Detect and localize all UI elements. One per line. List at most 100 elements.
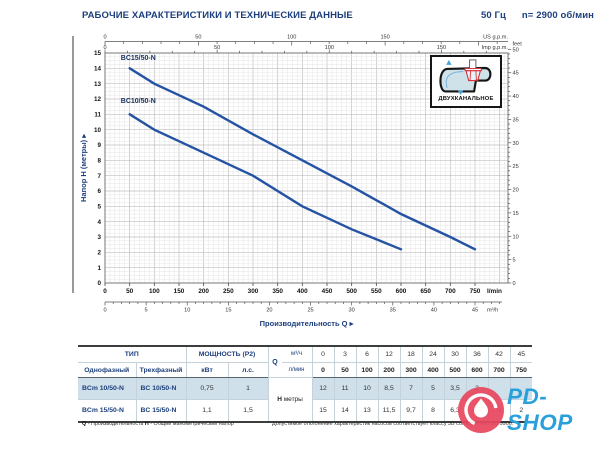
m3h-tick-label: 40 — [431, 308, 437, 314]
y-axis-tick-label: 13 — [94, 81, 102, 88]
h-unit: метры — [283, 396, 303, 403]
x-axis-title: Производительность Q ▸ — [260, 319, 355, 328]
type-header: ТИП — [78, 345, 187, 363]
single-phase-header: Однофазный — [78, 362, 137, 378]
q-lmin-value: 100 — [355, 362, 379, 378]
m3h-tick-label: 20 — [266, 308, 272, 314]
curve-label: BC15/50-N — [121, 55, 156, 62]
kw-header: кВт — [185, 362, 229, 378]
y-axis-title: Напор H (метры) ▸ — [79, 133, 88, 202]
m3h-tick-label: 0 — [103, 308, 106, 314]
model-three: BC 10/50-N — [135, 377, 187, 400]
head-value: 9,7 — [399, 399, 423, 423]
imp-gpm-unit-label: Imp g.p.m. — [482, 45, 509, 51]
q-m3h-value: 36 — [465, 345, 489, 363]
us-gpm-tick-label: 0 — [103, 35, 106, 41]
head-value — [509, 377, 533, 400]
lmin-tick-label: 450 — [322, 288, 333, 295]
impeller-vanes — [469, 70, 477, 81]
footnote-tolerance: Допустимое отклонение характеристик насо… — [272, 421, 514, 427]
head-value: 2 — [509, 399, 533, 423]
q-m3h-value: 6 — [355, 345, 379, 363]
lmin-tick-label: 500 — [346, 288, 357, 295]
m3h-tick-label: 5 — [145, 308, 148, 314]
speed-label: n= 2900 об/мин — [521, 10, 594, 21]
page-header: РАБОЧИЕ ХАРАКТЕРИСТИКИ И ТЕХНИЧЕСКИЕ ДАН… — [82, 10, 594, 21]
feet-tick-label: 50 — [513, 47, 519, 53]
head-value: 11,5 — [377, 399, 401, 423]
shop-watermark: PD-SHOP — [458, 384, 600, 436]
y-axis-tick-label: 10 — [94, 127, 102, 134]
q-lmin-value: 300 — [399, 362, 423, 378]
frequency-label: 50 Гц — [480, 10, 506, 21]
head-value: 3,5 — [443, 377, 467, 400]
watermark-drop-icon — [458, 387, 504, 433]
imp-gpm-tick-label: 0 — [103, 45, 106, 51]
y-axis-tick-label: 7 — [97, 173, 101, 180]
feet-tick-label: 5 — [513, 258, 516, 264]
three-phase-header: Трехфазный — [135, 362, 187, 378]
lmin-tick-label: 250 — [223, 288, 234, 295]
q-header-cell: Q м³/ч л/мин — [267, 345, 313, 378]
lmin-tick-label: 200 — [198, 288, 209, 295]
inlet-arrow-icon — [457, 90, 464, 95]
pump-type-inset: ДВУХКАНАЛЬНОЕ — [430, 55, 502, 108]
feet-unit-label: feet — [513, 41, 523, 47]
m3h-tick-label: 45 — [472, 308, 478, 314]
power-kw: 0,75 — [185, 377, 229, 400]
watermark-logo-icon — [458, 387, 504, 433]
y-axis-tick-label: 0 — [97, 280, 101, 287]
curve-BC10/50-N — [128, 113, 403, 251]
m3h-tick-label: 30 — [349, 308, 355, 314]
feet-tick-label: 10 — [513, 234, 519, 240]
feet-tick-label: 40 — [513, 94, 519, 100]
feet-tick-label: 20 — [513, 188, 519, 194]
lmin-unit-label: l/min — [487, 288, 502, 295]
curve-label: BC10/50-N — [121, 98, 156, 105]
y-axis-tick-label: 5 — [97, 204, 101, 211]
flow-path-line — [445, 71, 464, 88]
head-value: 10 — [355, 377, 379, 400]
q-lmin-value: 750 — [509, 362, 533, 378]
q-m3h-value: 45 — [509, 345, 533, 363]
imp-gpm-tick-label: 50 — [214, 45, 220, 51]
q-lmin-value: 400 — [421, 362, 445, 378]
us-gpm-tick-label: 100 — [287, 35, 296, 41]
q-lmin-value: 700 — [487, 362, 511, 378]
y-axis-tick-label: 6 — [97, 188, 101, 195]
lmin-tick-label: 750 — [470, 288, 481, 295]
feet-tick-label: 45 — [513, 71, 519, 77]
q-m3h-value: 24 — [421, 345, 445, 363]
lmin-tick-label: 300 — [248, 288, 259, 295]
lmin-tick-label: 100 — [149, 288, 160, 295]
page-title: РАБОЧИЕ ХАРАКТЕРИСТИКИ И ТЕХНИЧЕСКИЕ ДАН… — [82, 10, 353, 21]
q-m3h-value: 12 — [377, 345, 401, 363]
m3h-tick-label: 25 — [307, 308, 313, 314]
imp-gpm-tick-label: 150 — [437, 45, 446, 51]
watermark-text: PD-SHOP — [507, 384, 573, 435]
y-axis-tick-label: 2 — [97, 250, 101, 257]
power-hp: 1,5 — [227, 399, 269, 423]
y-axis-tick-label: 4 — [97, 219, 101, 226]
y-axis-tick-label: 9 — [97, 142, 101, 149]
q-unit-m3h: м³/ч — [281, 347, 312, 363]
m3h-unit-label: m³/h — [487, 308, 498, 314]
impeller-body — [465, 70, 482, 82]
q-lmin-value: 50 — [333, 362, 357, 378]
feet-tick-label: 25 — [513, 164, 519, 170]
lmin-tick-label: 0 — [103, 288, 107, 295]
lmin-tick-label: 50 — [126, 288, 134, 295]
m3h-tick-label: 15 — [225, 308, 231, 314]
inset-label: ДВУХКАНАЛЬНОЕ — [438, 96, 494, 102]
q-m3h-value: 0 — [311, 345, 335, 363]
q-m3h-value: 30 — [443, 345, 467, 363]
q-symbol: Q — [272, 358, 278, 366]
lmin-tick-label: 600 — [396, 288, 407, 295]
lmin-tick-label: 350 — [272, 288, 283, 295]
hp-header: л.с. — [227, 362, 269, 378]
y-axis-tick-label: 1 — [97, 265, 101, 272]
head-value: 14 — [333, 399, 357, 423]
footnote-h-symbol: H — [144, 421, 149, 427]
